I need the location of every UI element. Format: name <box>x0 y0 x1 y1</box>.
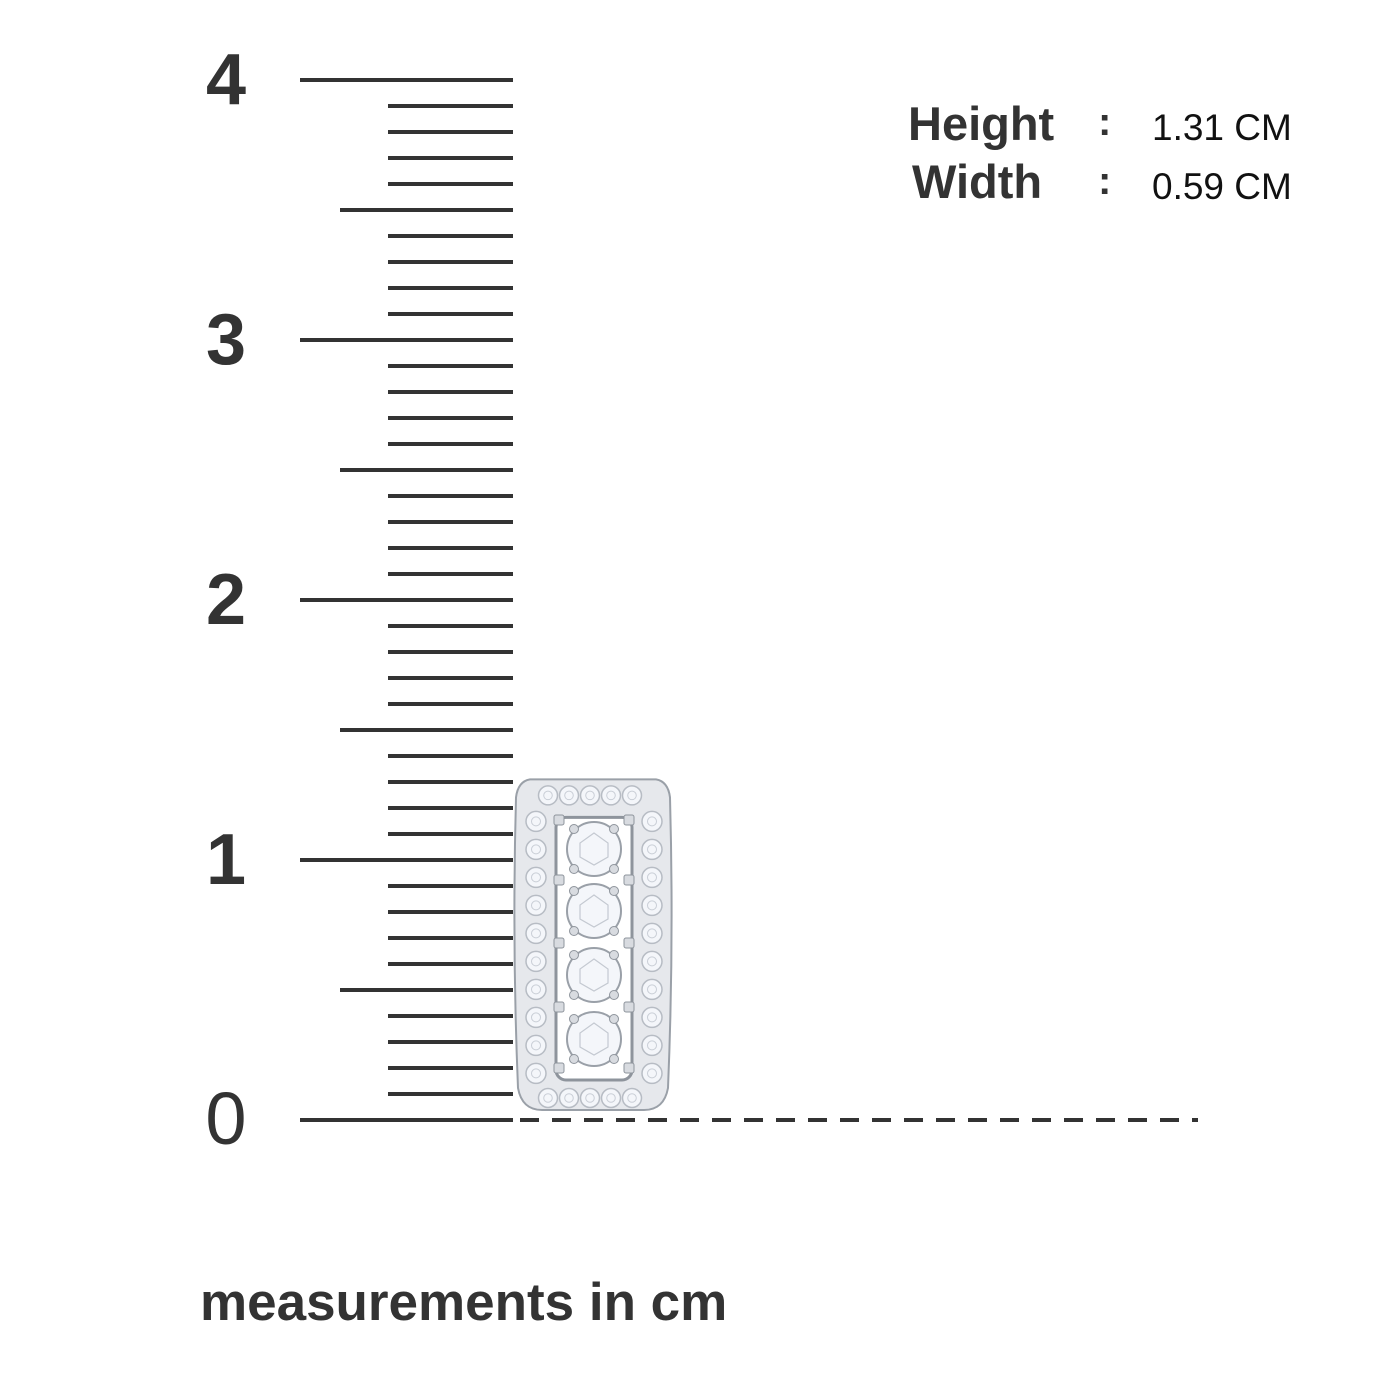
ruler-label: 4 <box>206 40 246 120</box>
halo-diamond <box>641 1034 663 1057</box>
halo-diamond <box>641 838 663 861</box>
halo-diamond <box>641 922 663 945</box>
halo-diamond <box>525 1006 547 1029</box>
halo-diamond <box>558 1087 580 1109</box>
ruler-label: 0 <box>205 1077 246 1160</box>
ruler-label: 1 <box>206 820 246 900</box>
halo-diamond <box>579 1087 601 1109</box>
height-value: 1.31 CM <box>1152 107 1292 148</box>
center-diamond <box>566 947 622 1003</box>
halo-diamond <box>525 1034 547 1057</box>
halo-diamond <box>537 1087 559 1109</box>
ruler: 0 1 2 3 4 <box>205 40 513 1160</box>
center-diamond <box>566 883 622 939</box>
units-caption: measurements in cm <box>200 1273 728 1332</box>
halo-diamond <box>558 785 580 806</box>
halo-diamond <box>525 922 547 945</box>
ruler-label: 2 <box>206 560 246 640</box>
center-diamond <box>566 821 622 877</box>
halo-diamond <box>600 785 622 806</box>
halo-diamond <box>525 810 547 833</box>
width-separator: : <box>1098 159 1112 203</box>
halo-diamond <box>641 950 663 973</box>
center-diamond <box>566 1011 622 1067</box>
halo-diamond <box>525 978 547 1001</box>
height-label: Height <box>908 97 1055 150</box>
halo-diamond <box>525 1062 547 1085</box>
halo-diamond <box>641 866 663 889</box>
pendant-image <box>513 778 673 1111</box>
width-label: Width <box>912 155 1043 208</box>
halo-diamond <box>537 785 559 806</box>
halo-diamond <box>641 894 663 917</box>
halo-diamond <box>621 1087 643 1109</box>
width-value: 0.59 CM <box>1152 166 1292 207</box>
halo-diamond <box>525 950 547 973</box>
halo-diamond <box>525 866 547 889</box>
halo-diamond <box>641 1062 663 1085</box>
ruler-label: 3 <box>206 300 246 380</box>
halo-diamond <box>641 978 663 1001</box>
halo-diamond <box>641 1006 663 1029</box>
halo-diamond <box>600 1087 622 1109</box>
halo-diamond <box>579 785 601 806</box>
halo-diamond <box>641 810 663 833</box>
halo-diamond <box>621 785 643 806</box>
height-separator: : <box>1098 100 1112 144</box>
halo-diamond <box>525 838 547 861</box>
halo-diamond <box>525 894 547 917</box>
